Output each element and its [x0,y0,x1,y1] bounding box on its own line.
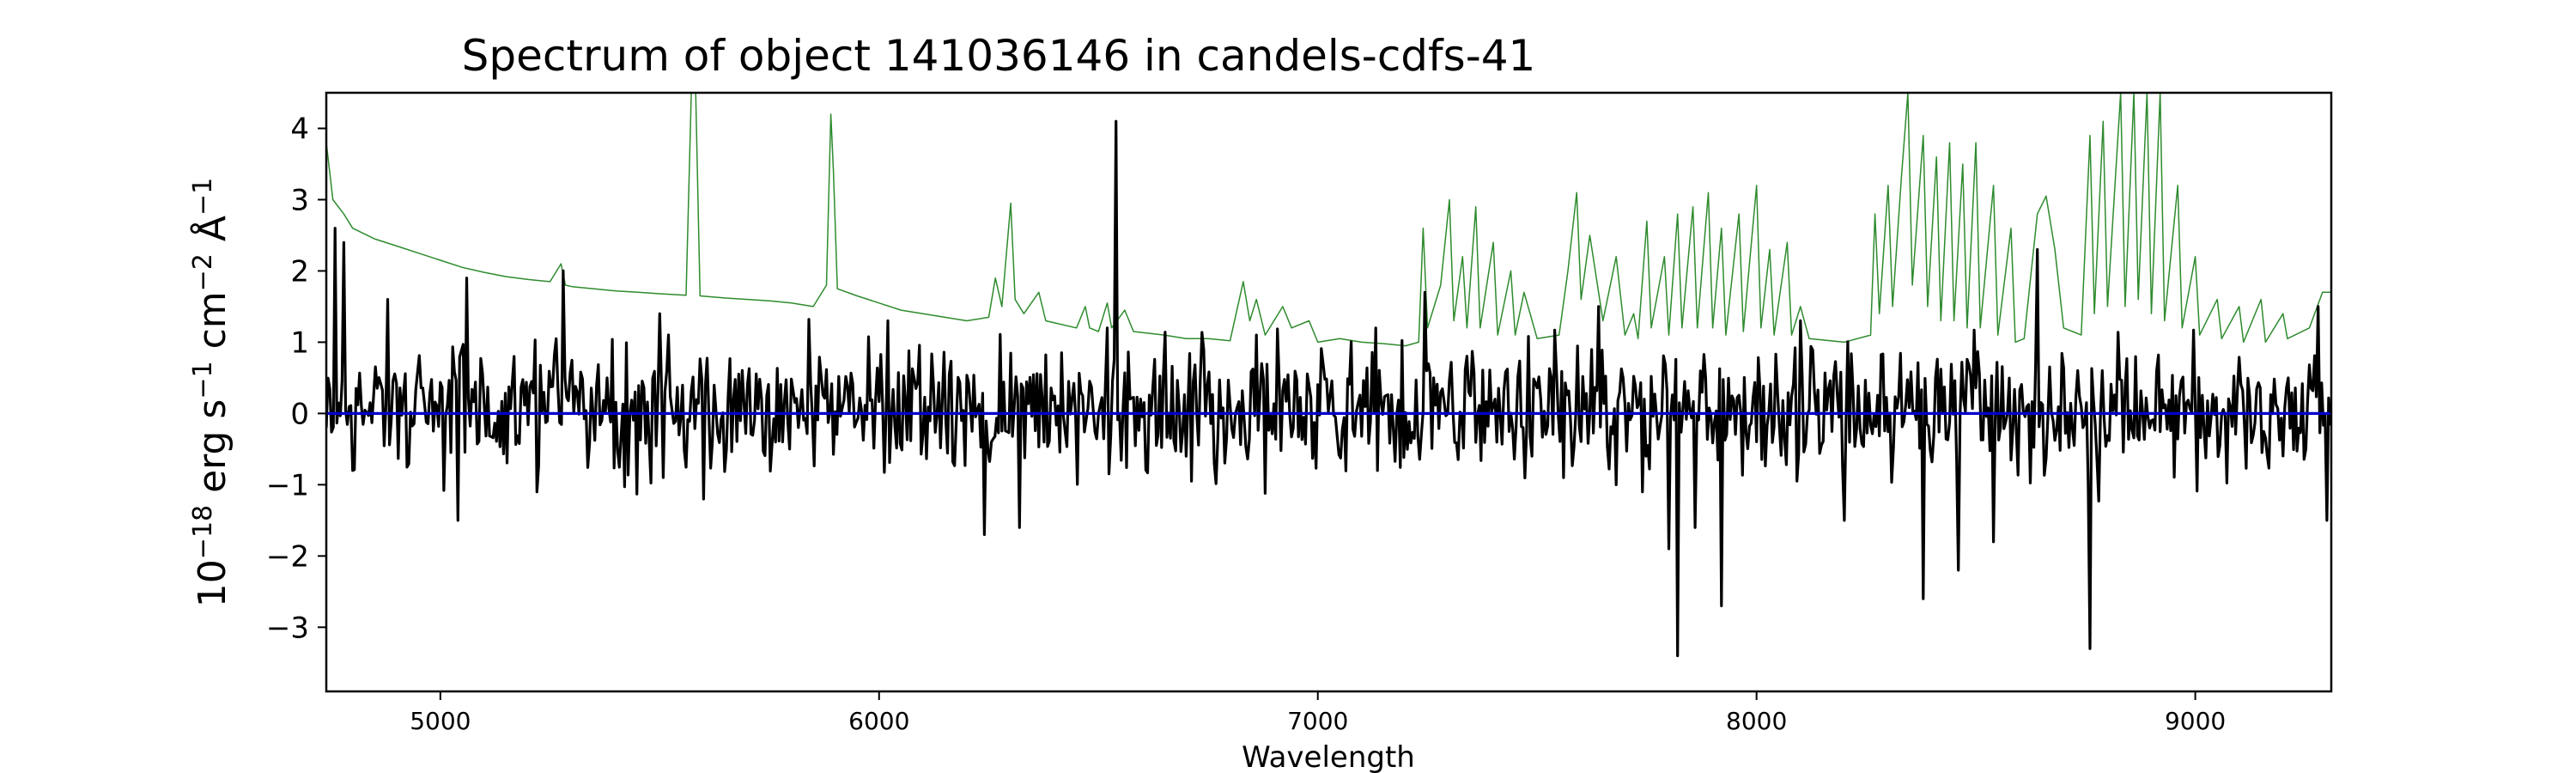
y-tick-label: 2 [290,254,309,289]
y-tick-label: −2 [266,539,309,574]
y-tick-label: −3 [266,611,309,645]
x-tick-label: 6000 [848,707,909,735]
series-layer [326,93,2331,658]
spectrum-line [326,119,2331,658]
y-label-exp1: −18 [188,505,218,559]
y-tick-label: 1 [290,326,309,360]
x-tick-label: 8000 [1726,707,1787,735]
y-tick-label: 3 [290,183,309,217]
y-tick-label: 4 [290,112,309,146]
y-label-t2: cm [191,291,234,361]
x-tick-label: 5000 [410,707,471,735]
y-label-base: 10 [191,559,234,607]
y-axis-ticks: −3 −2 −1 0 1 2 3 4 [266,112,326,645]
x-tick-label: 9000 [2165,707,2226,735]
plot-frame [325,91,2333,693]
x-axis-label: Wavelength [1242,740,1415,773]
x-axis-ticks: 5000 6000 7000 8000 9000 [410,691,2226,735]
y-tick-label: −1 [266,468,309,502]
chart-title: Spectrum of object 141036146 in candels-… [462,31,1536,81]
sky-line [326,93,2331,347]
y-label-exp3: −2 [188,253,218,291]
y-tick-label: 0 [290,397,309,431]
y-label-exp4: −1 [188,178,218,216]
y-label-exp2: −1 [188,361,218,399]
y-label-t3: Å [189,216,234,253]
x-tick-label: 7000 [1287,707,1348,735]
y-axis-label: 10−18 erg s−1 cm−2 Å−1 [188,178,234,607]
y-label-t1: erg s [191,399,234,505]
